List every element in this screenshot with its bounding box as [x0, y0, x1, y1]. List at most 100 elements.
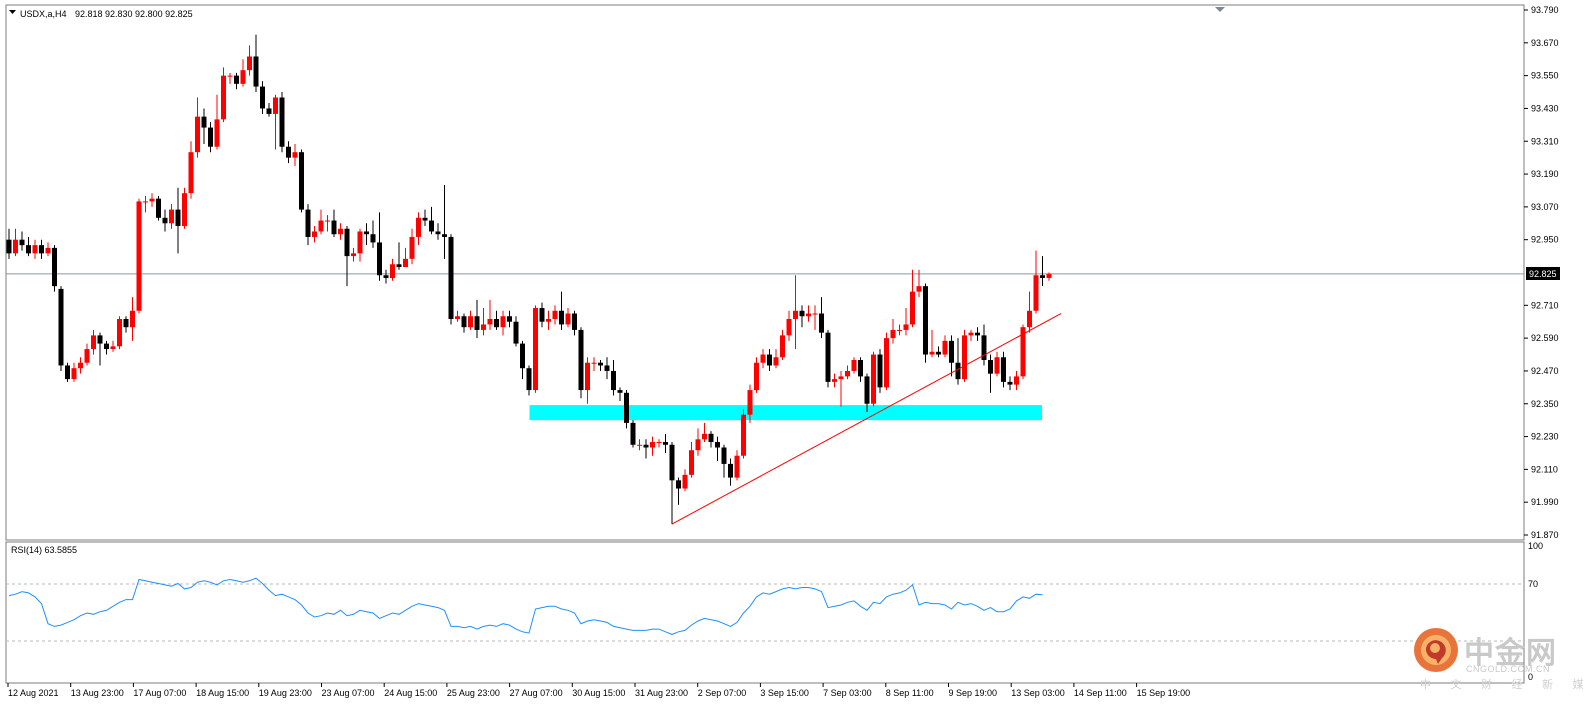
support-zone[interactable] — [529, 405, 1043, 421]
candle[interactable] — [312, 226, 317, 243]
candle[interactable] — [513, 316, 519, 347]
candle[interactable] — [890, 318, 896, 344]
candle[interactable] — [871, 351, 876, 407]
candle[interactable] — [429, 206, 434, 235]
candle[interactable] — [682, 469, 688, 492]
candle[interactable] — [266, 102, 272, 117]
candle[interactable] — [507, 310, 512, 328]
candle[interactable] — [702, 422, 707, 443]
candle[interactable] — [175, 187, 181, 254]
candle[interactable] — [728, 458, 733, 486]
candle[interactable] — [780, 329, 785, 360]
candle[interactable] — [741, 409, 746, 459]
candle[interactable] — [97, 332, 103, 366]
candle[interactable] — [916, 269, 922, 298]
candle[interactable] — [331, 209, 337, 237]
candle[interactable] — [188, 141, 194, 199]
candle[interactable] — [240, 59, 246, 87]
candle[interactable] — [104, 340, 109, 355]
candle[interactable] — [487, 299, 493, 330]
panel-collapse-icon[interactable] — [1215, 7, 1225, 12]
candle[interactable] — [130, 297, 135, 341]
candle[interactable] — [338, 223, 343, 240]
candle[interactable] — [676, 477, 681, 505]
candle[interactable] — [884, 332, 889, 391]
candle[interactable] — [1007, 376, 1013, 391]
candle[interactable] — [403, 247, 408, 268]
candle[interactable] — [734, 450, 740, 481]
candle[interactable] — [624, 390, 629, 429]
candle[interactable] — [448, 234, 454, 325]
candle[interactable] — [1001, 351, 1006, 388]
candle[interactable] — [78, 357, 83, 374]
candle[interactable] — [13, 228, 18, 257]
candle[interactable] — [565, 308, 571, 328]
candle[interactable] — [858, 357, 863, 382]
candle[interactable] — [481, 308, 486, 336]
candle[interactable] — [949, 335, 954, 377]
candle[interactable] — [201, 108, 207, 144]
candle[interactable] — [773, 349, 779, 369]
candle[interactable] — [45, 242, 51, 257]
candle[interactable] — [611, 360, 616, 396]
candle[interactable] — [208, 122, 213, 153]
candle[interactable] — [663, 433, 668, 453]
candle[interactable] — [825, 329, 831, 388]
candle[interactable] — [182, 187, 187, 229]
candle[interactable] — [786, 310, 792, 341]
candle[interactable] — [539, 302, 545, 328]
candle[interactable] — [169, 204, 174, 229]
candle[interactable] — [39, 239, 44, 259]
candle[interactable] — [968, 329, 974, 341]
candle[interactable] — [637, 439, 642, 451]
candle[interactable] — [721, 444, 727, 478]
candle[interactable] — [318, 209, 324, 235]
candle[interactable] — [533, 305, 538, 393]
candle[interactable] — [942, 335, 948, 358]
candle[interactable] — [929, 329, 935, 358]
candle[interactable] — [955, 338, 961, 385]
candle[interactable] — [260, 81, 265, 114]
candle[interactable] — [110, 340, 116, 352]
candle[interactable] — [572, 310, 577, 336]
candle[interactable] — [1027, 291, 1032, 333]
candle[interactable] — [975, 327, 980, 341]
candle[interactable] — [903, 308, 909, 336]
candle[interactable] — [253, 34, 259, 93]
candle[interactable] — [52, 245, 57, 292]
candle[interactable] — [650, 436, 655, 456]
candle[interactable] — [877, 349, 883, 393]
candle[interactable] — [273, 94, 278, 150]
candle[interactable] — [247, 45, 252, 76]
candle[interactable] — [851, 357, 857, 374]
candle[interactable] — [136, 198, 142, 314]
candle[interactable] — [656, 439, 662, 448]
candle[interactable] — [552, 305, 558, 325]
candle[interactable] — [643, 439, 649, 459]
candle[interactable] — [195, 97, 200, 158]
candle[interactable] — [754, 357, 759, 393]
candle[interactable] — [760, 349, 766, 369]
candle[interactable] — [897, 324, 902, 336]
candle[interactable] — [981, 324, 987, 366]
candle[interactable] — [71, 362, 77, 382]
candle[interactable] — [455, 310, 460, 322]
candle[interactable] — [604, 357, 610, 380]
candle[interactable] — [58, 286, 64, 371]
candle[interactable] — [292, 143, 298, 166]
candle[interactable] — [669, 442, 675, 525]
candle[interactable] — [117, 316, 122, 350]
candle[interactable] — [435, 223, 441, 240]
candle[interactable] — [474, 299, 480, 339]
candle[interactable] — [591, 357, 597, 371]
candle[interactable] — [279, 92, 285, 153]
candle[interactable] — [1033, 250, 1039, 314]
candle[interactable] — [214, 94, 220, 150]
candle[interactable] — [845, 365, 850, 380]
candle[interactable] — [838, 370, 844, 407]
candle[interactable] — [988, 354, 993, 393]
candle[interactable] — [559, 291, 564, 330]
candle[interactable] — [91, 329, 96, 355]
